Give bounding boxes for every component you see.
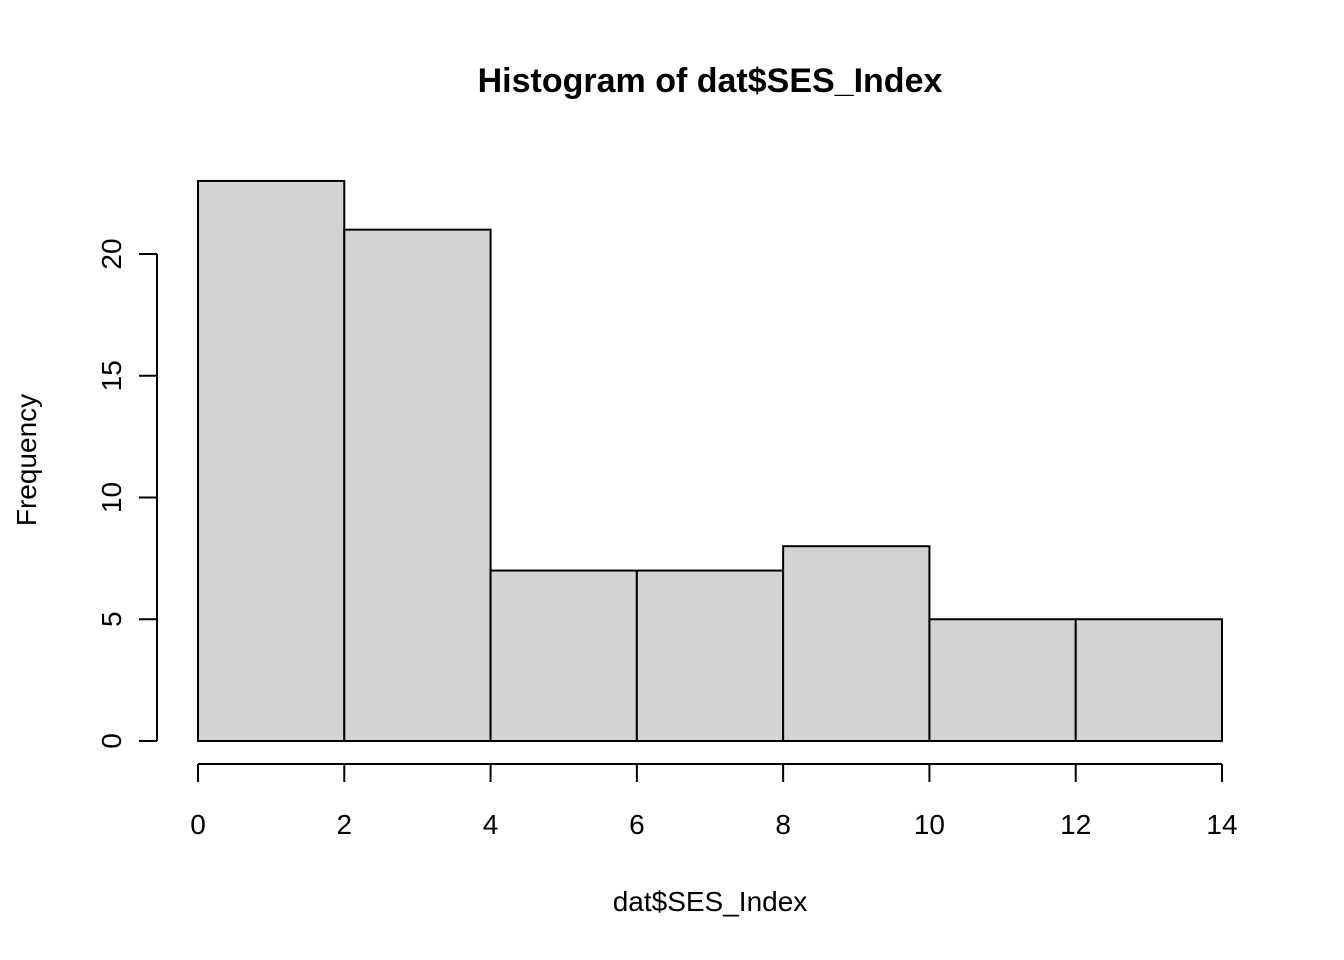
y-tick-label: 10 xyxy=(96,482,127,513)
x-tick-label: 12 xyxy=(1060,809,1091,840)
x-axis-label: dat$SES_Index xyxy=(613,886,808,917)
histogram-bar-3 xyxy=(635,569,785,742)
y-tick-label: 15 xyxy=(96,360,127,391)
y-tick-label: 20 xyxy=(96,238,127,269)
chart-title: Histogram of dat$SES_Index xyxy=(478,62,943,100)
x-tick-label: 10 xyxy=(914,809,945,840)
x-tick-label: 14 xyxy=(1206,809,1237,840)
x-tick-label: 6 xyxy=(629,809,645,840)
histogram-bar-1 xyxy=(343,228,492,742)
y-axis-label: Frequency xyxy=(11,394,42,526)
histogram-bar-0 xyxy=(197,179,346,742)
x-tick-label: 0 xyxy=(190,809,206,840)
histogram-bar-2 xyxy=(489,569,638,742)
x-tick-label: 2 xyxy=(336,809,352,840)
y-axis: 0 5 10 15 20 xyxy=(96,238,158,749)
histogram-bar-5 xyxy=(928,618,1077,742)
histogram-bar-4 xyxy=(782,545,931,743)
y-tick-label: 0 xyxy=(96,733,127,749)
x-tick-label: 8 xyxy=(775,809,791,840)
bars-group xyxy=(197,179,1223,743)
x-axis: 0 2 4 6 8 10 12 14 xyxy=(190,763,1238,840)
histogram-bar-6 xyxy=(1074,618,1223,742)
y-tick-label: 5 xyxy=(96,611,127,627)
x-tick-label: 4 xyxy=(483,809,499,840)
